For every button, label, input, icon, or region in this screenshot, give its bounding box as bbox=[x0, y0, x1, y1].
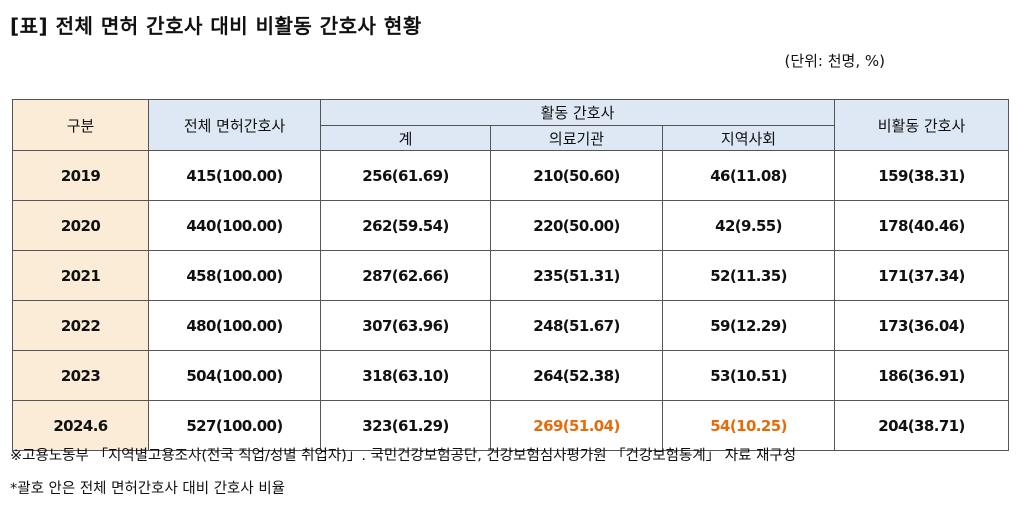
active-sum-cell: 318(63.10) bbox=[320, 350, 491, 401]
inactive-cell: 186(36.91) bbox=[834, 350, 1010, 401]
inactive-cell: 178(40.46) bbox=[834, 200, 1010, 251]
header-total: 전체 면허간호사 bbox=[148, 99, 321, 151]
total-cell: 480(100.00) bbox=[148, 300, 321, 351]
inactive-cell: 173(36.04) bbox=[834, 300, 1010, 351]
active-sum-cell: 307(63.96) bbox=[320, 300, 491, 351]
table-row: 2023 504(100.00) 318(63.10) 264(52.38) 5… bbox=[12, 350, 1010, 401]
year-cell: 2022 bbox=[12, 300, 149, 351]
active-medical-cell: 210(50.60) bbox=[490, 150, 663, 201]
total-cell: 440(100.00) bbox=[148, 200, 321, 251]
source-note: ※고용노동부 「지역별고용조사(전국 직업/성별 취업자)」. 국민건강보험공단… bbox=[10, 448, 797, 464]
active-medical-cell: 248(51.67) bbox=[490, 300, 663, 351]
total-cell: 415(100.00) bbox=[148, 150, 321, 201]
year-cell: 2019 bbox=[12, 150, 149, 201]
footnote: *괄호 안은 전체 면허간호사 대비 간호사 비율 bbox=[10, 481, 286, 497]
active-medical-cell: 235(51.31) bbox=[490, 250, 663, 301]
total-cell: 458(100.00) bbox=[148, 250, 321, 301]
active-medical-cell: 220(50.00) bbox=[490, 200, 663, 251]
year-cell: 2020 bbox=[12, 200, 149, 251]
active-community-cell: 46(11.08) bbox=[661, 150, 836, 201]
header-active: 활동 간호사 bbox=[319, 99, 836, 126]
active-community-cell: 52(11.35) bbox=[661, 250, 836, 301]
active-community-cell-highlight: 54(10.25) bbox=[661, 400, 836, 451]
active-medical-cell: 264(52.38) bbox=[490, 350, 663, 401]
active-sum-cell: 256(61.69) bbox=[320, 150, 491, 201]
nurse-status-table: 구분 전체 면허간호사 활동 간호사 비활동 간호사 계 의료기관 지역사회 2… bbox=[12, 99, 1010, 451]
header-category: 구분 bbox=[12, 99, 149, 151]
table-row: 2021 458(100.00) 287(62.66) 235(51.31) 5… bbox=[12, 250, 1010, 301]
active-sum-cell: 262(59.54) bbox=[320, 200, 491, 251]
active-sum-cell: 323(61.29) bbox=[320, 400, 491, 451]
year-cell: 2021 bbox=[12, 250, 149, 301]
active-community-cell: 42(9.55) bbox=[661, 200, 836, 251]
active-medical-cell-highlight: 269(51.04) bbox=[490, 400, 663, 451]
inactive-cell: 159(38.31) bbox=[834, 150, 1010, 201]
page-title: [표] 전체 면허 간호사 대비 비활동 간호사 현황 bbox=[10, 14, 422, 38]
unit-label: (단위: 천명, %) bbox=[784, 52, 885, 70]
table-row: 2022 480(100.00) 307(63.96) 248(51.67) 5… bbox=[12, 300, 1010, 351]
table-row: 2024.6 527(100.00) 323(61.29) 269(51.04)… bbox=[12, 400, 1010, 451]
table-row: 2020 440(100.00) 262(59.54) 220(50.00) 4… bbox=[12, 200, 1010, 251]
total-cell: 527(100.00) bbox=[148, 400, 321, 451]
notes: ※고용노동부 「지역별고용조사(전국 직업/성별 취업자)」. 국민건강보험공단… bbox=[10, 446, 796, 499]
table-row: 2019 415(100.00) 256(61.69) 210(50.60) 4… bbox=[12, 150, 1010, 201]
active-sum-cell: 287(62.66) bbox=[320, 250, 491, 301]
year-cell: 2023 bbox=[12, 350, 149, 401]
active-community-cell: 53(10.51) bbox=[661, 350, 836, 401]
header-active-community: 지역사회 bbox=[661, 125, 836, 151]
year-cell: 2024.6 bbox=[12, 400, 149, 451]
header-inactive: 비활동 간호사 bbox=[834, 99, 1010, 151]
total-cell: 504(100.00) bbox=[148, 350, 321, 401]
header-active-sum: 계 bbox=[320, 125, 491, 151]
inactive-cell: 204(38.71) bbox=[834, 400, 1010, 451]
active-community-cell: 59(12.29) bbox=[661, 300, 836, 351]
header-active-medical: 의료기관 bbox=[490, 125, 663, 151]
inactive-cell: 171(37.34) bbox=[834, 250, 1010, 301]
